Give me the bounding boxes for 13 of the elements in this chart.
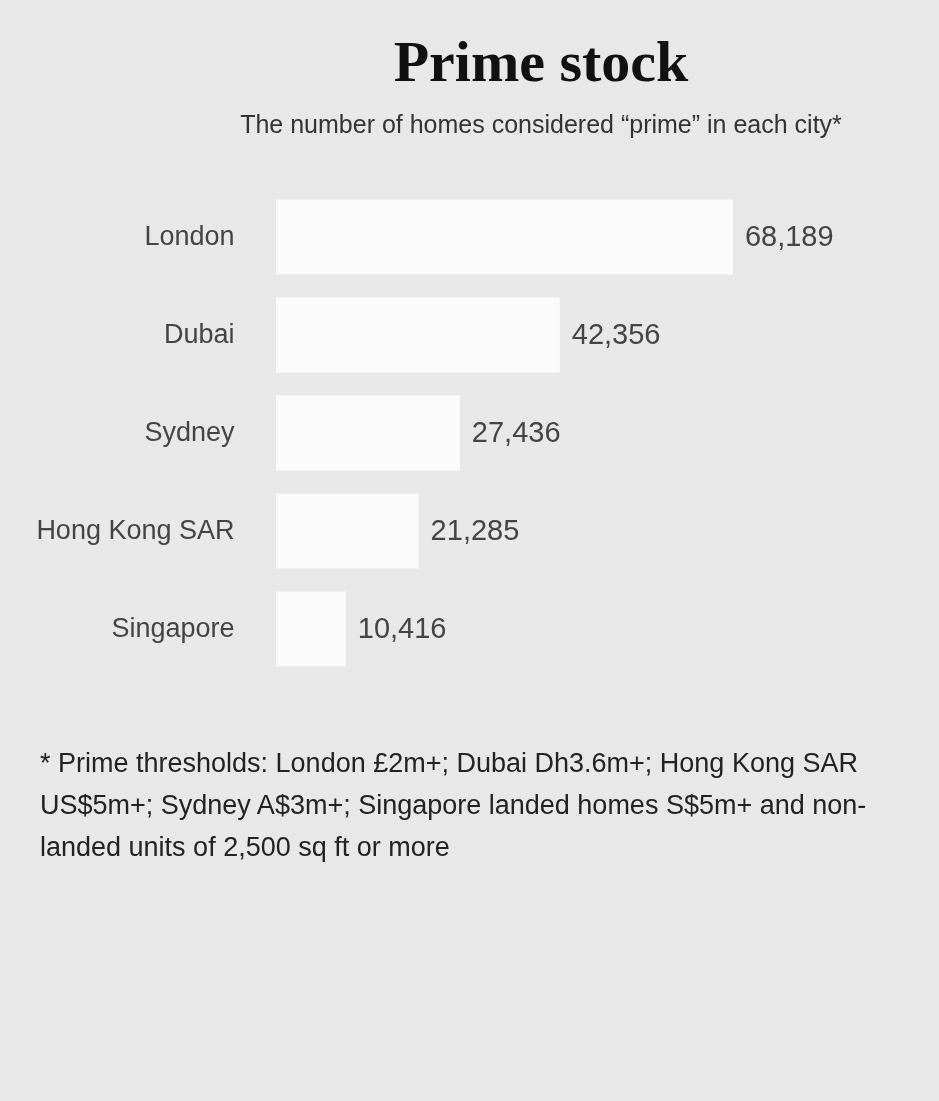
data-label: 10,416 [357,612,447,644]
y-tick-label: London [144,221,235,251]
y-tick-label: Singapore [111,613,235,643]
y-tick-label: Hong Kong SAR [36,515,235,545]
data-label: 21,285 [430,514,520,546]
data-label: 68,189 [744,220,834,252]
text: * Prime thresholds: London £2m+; Dubai Dh3.6m+; Hong Kong SAR US$5m+; Sydney A$3m+; Singapore landed homes S$5m+ and non-landed units of 2,500 sq ft or more [40,747,868,864]
data-label: 42,356 [571,318,661,350]
y-tick-label: Sydney [144,417,235,447]
chart-subtitle: The number of homes considered “prime” in each city* [240,110,843,138]
chart-title: Prime stock [393,29,690,94]
y-tick-label: Dubai [163,319,235,349]
data-label: 27,436 [471,416,561,448]
